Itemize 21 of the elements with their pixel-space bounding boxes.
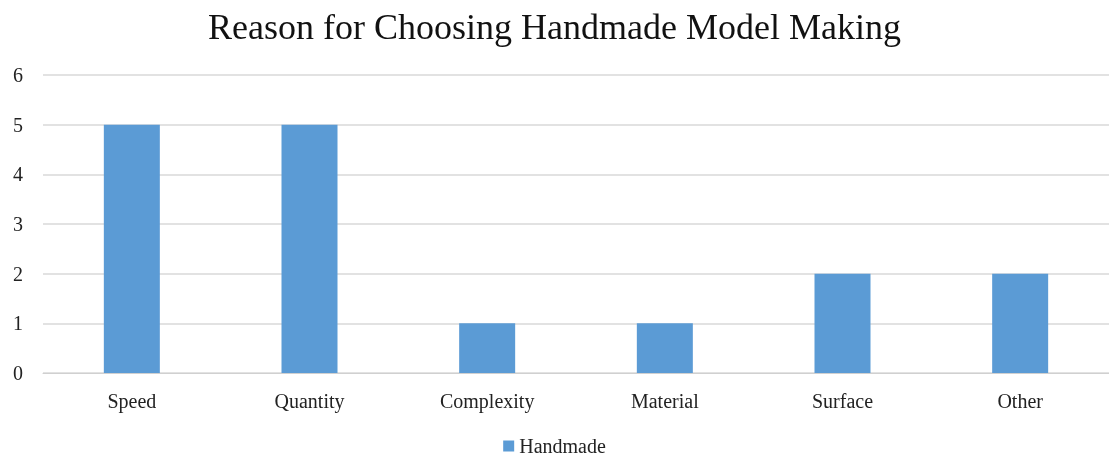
legend-label: Handmade <box>519 435 606 457</box>
x-tick-label: Quantity <box>274 390 345 413</box>
x-tick-label: Other <box>997 390 1044 412</box>
bar <box>814 273 871 373</box>
y-tick-label: 6 <box>13 64 23 86</box>
bar <box>636 323 693 373</box>
y-tick-label: 5 <box>13 113 23 136</box>
bar <box>281 124 338 373</box>
y-tick-label: 1 <box>13 312 23 335</box>
y-tick-label: 4 <box>13 163 23 186</box>
chart-title: Reason for Choosing Handmade Model Making <box>208 7 901 47</box>
x-tick-label: Complexity <box>439 390 535 413</box>
bar <box>459 323 516 373</box>
bar <box>103 124 160 373</box>
bar <box>992 273 1049 373</box>
y-tick-label: 0 <box>13 362 23 384</box>
y-tick-label: 3 <box>13 213 23 235</box>
y-tick-label: 2 <box>13 262 23 285</box>
x-tick-label: Surface <box>811 390 874 412</box>
x-tick-label: Speed <box>107 390 157 413</box>
x-tick-label: Material <box>630 390 700 412</box>
